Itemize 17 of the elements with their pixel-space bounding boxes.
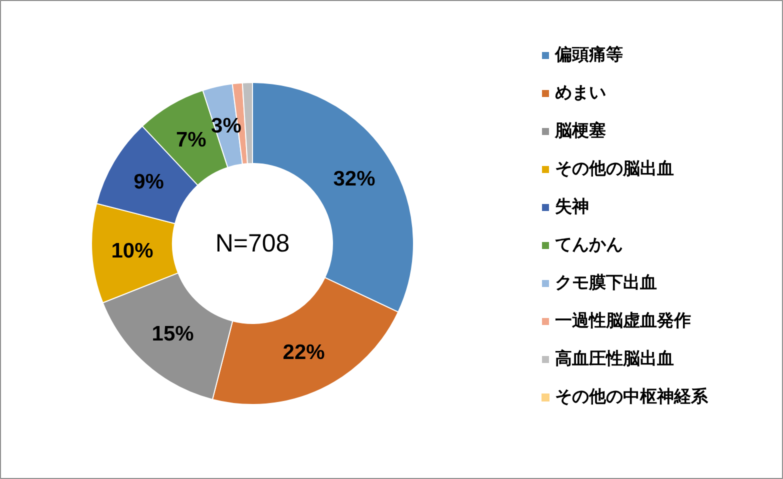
data-label: 10% [111,240,154,263]
data-label: 15% [152,322,194,346]
legend-label: てんかん [555,234,623,256]
data-label: 32% [333,167,376,190]
data-label: 22% [282,341,326,364]
legend-label: 高血圧性脳出血 [555,348,674,370]
legend-label: 脳梗塞 [555,120,606,142]
legend-label: その他の脳出血 [555,158,674,180]
legend-label: めまい [555,82,606,104]
legend-label: 偏頭痛等 [555,44,623,66]
data-label: 9% [134,170,164,194]
text: N=708 [215,230,290,258]
legend-label: 失神 [555,196,589,218]
data-label: 7% [176,128,207,152]
legend-label: その他の中枢神経系 [555,386,708,408]
legend-label: クモ膜下出血 [555,272,657,294]
legend-label: 一過性脳虚血発作 [555,310,691,332]
